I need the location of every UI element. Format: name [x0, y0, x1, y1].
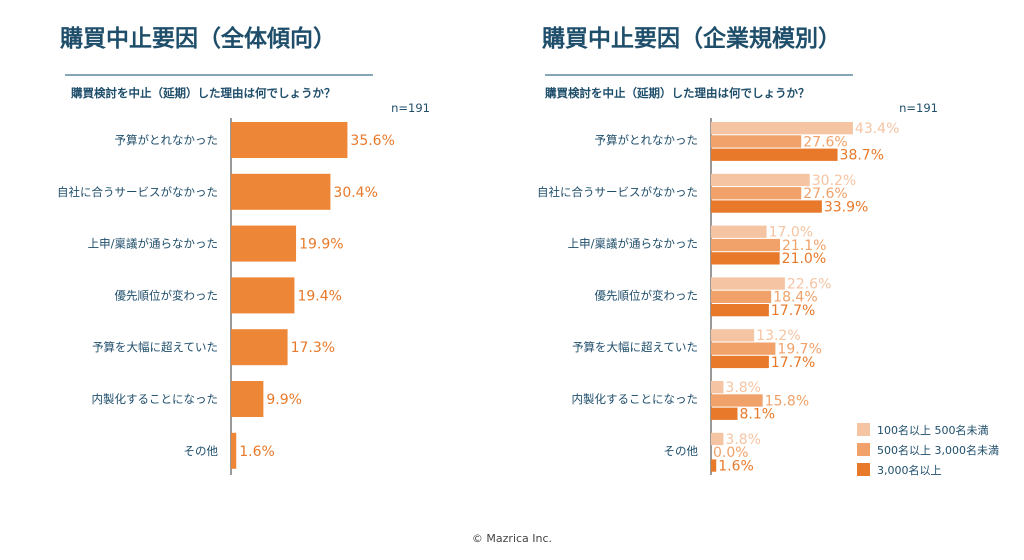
left-bar [231, 225, 297, 262]
right-bar [711, 173, 810, 187]
left-sample-size: n=191 [391, 101, 430, 115]
left-value-labels: 35.6% 30.4% 19.9% 19.4% 17.3% 9.9% 1.6% [239, 133, 395, 460]
left-value-label: 19.4% [297, 288, 341, 304]
right-category-label: 上申/稟議が通らなかった [568, 237, 698, 251]
left-value-label: 9.9% [266, 392, 302, 408]
right-bar [711, 135, 802, 148]
legend-label: 3,000名以上 [877, 463, 942, 477]
right-category-label: 内製化することになった [572, 392, 699, 406]
left-chart-subtitle: 購買検討を中止（延期）した理由は何でしょうか？ [70, 86, 336, 100]
right-bar [711, 329, 755, 342]
left-bar [231, 277, 295, 314]
left-bar [231, 122, 348, 158]
right-value-label: 1.6% [718, 458, 754, 474]
right-value-label: 38.7% [840, 148, 884, 164]
right-bar [711, 394, 763, 407]
right-sample-size: n=191 [899, 101, 938, 115]
right-bar [711, 252, 780, 265]
right-value-label: 3.8% [725, 432, 761, 448]
right-value-label: 0.0% [713, 445, 749, 461]
left-chart-title: 購買中止要因（全体傾向） [60, 25, 336, 52]
right-category-label: その他 [664, 444, 699, 458]
right-value-label: 27.6% [803, 186, 847, 202]
left-panel: 購買中止要因（全体傾向） 購買検討を中止（延期）した理由は何でしょうか？ n=1… [57, 25, 430, 475]
right-chart-title: 購買中止要因（企業規模別） [542, 25, 841, 52]
right-value-label: 30.2% [812, 173, 856, 189]
right-bar [711, 200, 822, 213]
right-bar [711, 459, 717, 472]
left-category-label: 予算を大幅に超えていた [92, 340, 218, 354]
right-value-label: 43.4% [855, 121, 899, 137]
right-value-label: 22.6% [787, 276, 831, 292]
left-bar [231, 432, 237, 469]
right-category-label: 優先順位が変わった [595, 288, 699, 302]
legend-swatch [857, 443, 870, 456]
left-bar [231, 173, 331, 210]
right-bar [711, 407, 738, 420]
right-value-label: 8.1% [739, 407, 775, 423]
right-value-label: 13.2% [756, 328, 800, 344]
right-bar [711, 355, 769, 369]
right-value-label: 15.8% [765, 393, 809, 409]
right-value-label: 19.7% [777, 342, 821, 358]
right-bar [711, 148, 838, 161]
right-category-label: 自社に合うサービスがなかった [537, 185, 698, 199]
left-value-label: 35.6% [350, 133, 394, 149]
right-value-label: 21.0% [782, 251, 826, 267]
right-bar [711, 342, 776, 355]
left-category-label: 上申/稟議が通らなかった [88, 237, 218, 251]
left-category-label: その他 [184, 444, 219, 458]
left-value-label: 17.3% [291, 340, 335, 356]
left-category-label: 内製化することになった [92, 392, 219, 406]
right-panel: 購買中止要因（企業規模別） 購買検討を中止（延期）した理由は何でしょうか？ n=… [537, 25, 999, 477]
left-value-label: 19.9% [299, 237, 343, 253]
right-bar [711, 290, 772, 303]
right-bar [711, 304, 769, 317]
left-bar [231, 381, 264, 417]
left-category-labels: 予算がとれなかった自社に合うサービスがなかった上申/稟議が通らなかった優先順位が… [57, 133, 218, 458]
legend-swatch [857, 463, 870, 476]
right-bar [711, 238, 780, 252]
left-category-label: 自社に合うサービスがなかった [57, 185, 218, 199]
left-category-label: 優先順位が変わった [115, 288, 219, 302]
left-category-label: 予算がとれなかった [115, 133, 219, 147]
right-chart-subtitle: 購買検討を中止（延期）した理由は何でしょうか？ [544, 86, 810, 100]
right-value-label: 18.4% [773, 290, 817, 306]
left-bar [231, 329, 288, 366]
right-bar [711, 225, 767, 238]
legend-label: 100名以上 500名未満 [877, 423, 989, 437]
legend: 100名以上 500名未満 500名以上 3,000名未満 3,000名以上 [857, 423, 999, 477]
right-bar [711, 432, 724, 446]
right-value-label: 17.0% [769, 225, 813, 241]
right-value-label: 17.7% [771, 303, 815, 319]
right-value-label: 17.7% [771, 355, 815, 371]
left-value-label: 30.4% [333, 185, 377, 201]
right-bar [711, 381, 724, 394]
legend-swatch [857, 423, 870, 436]
right-value-labels: 43.4%27.6%38.7%30.2%27.6%33.9%17.0%21.1%… [713, 121, 899, 474]
right-value-label: 3.8% [725, 380, 761, 396]
right-bar [711, 122, 853, 135]
left-bars [231, 122, 348, 469]
right-value-label: 27.6% [803, 134, 847, 150]
right-category-label: 予算がとれなかった [595, 133, 699, 147]
left-value-label: 1.6% [239, 444, 275, 460]
right-category-labels: 予算がとれなかった自社に合うサービスがなかった上申/稟議が通らなかった優先順位が… [537, 133, 698, 458]
legend-label: 500名以上 3,000名未満 [877, 443, 999, 457]
right-bars [711, 122, 853, 472]
right-bar [711, 187, 802, 200]
right-bar [711, 277, 785, 290]
right-category-label: 予算を大幅に超えていた [572, 340, 698, 354]
right-value-label: 33.9% [824, 199, 868, 215]
footer-copyright: © Mazrica Inc. [472, 532, 552, 545]
right-value-label: 21.1% [782, 238, 826, 254]
